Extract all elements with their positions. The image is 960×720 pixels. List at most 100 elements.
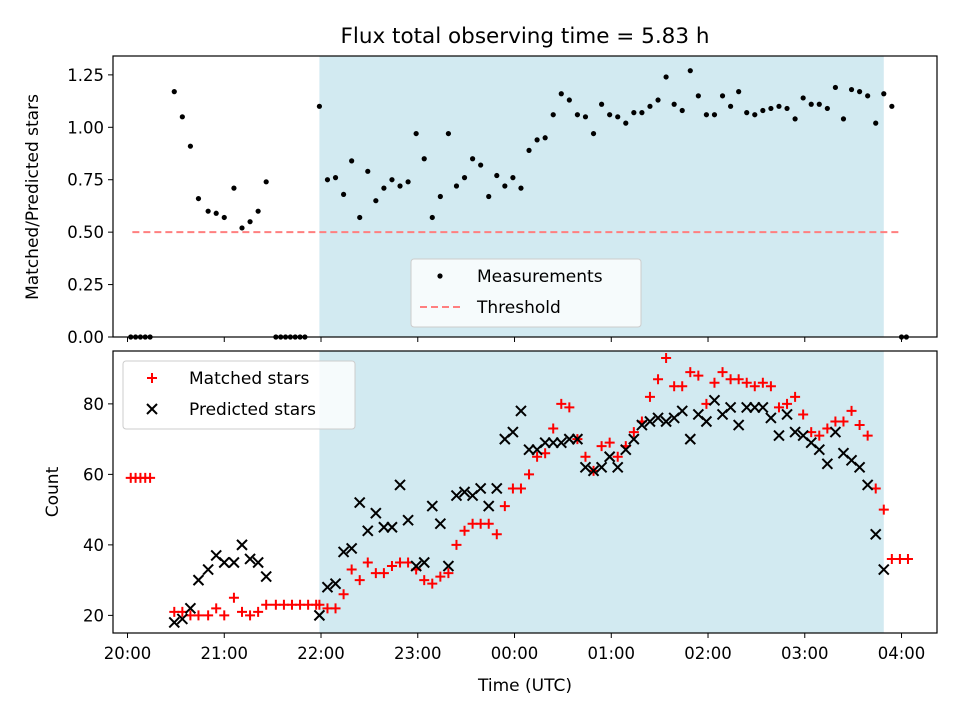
measurements-point xyxy=(478,162,484,168)
matched-stars-point xyxy=(653,374,664,385)
matched-stars-point xyxy=(693,370,704,381)
top-panel: 0.00 0.25 0.50 0.75 1.00 1.25 Matched/Predict… xyxy=(23,55,938,347)
predicted-stars-point xyxy=(652,412,664,424)
matched-stars-point xyxy=(245,610,256,621)
matched-stars-point xyxy=(733,374,744,385)
predicted-stars-point xyxy=(878,563,890,576)
predicted-stars-point xyxy=(515,405,527,417)
bottom-x-axis-label: Time (UTC) xyxy=(477,676,572,696)
measurements-point xyxy=(639,110,645,116)
predicted-stars-point xyxy=(821,458,834,470)
predicted-stars-point xyxy=(434,518,447,530)
measurements-point xyxy=(856,89,863,95)
measurements-point xyxy=(840,116,847,122)
measurements-point xyxy=(550,112,556,118)
measurements-point xyxy=(486,193,492,200)
measurements-point xyxy=(239,225,245,231)
measurements-point xyxy=(421,156,427,162)
measurements-point xyxy=(736,89,742,95)
predicted-stars-point xyxy=(442,560,455,572)
predicted-stars-point xyxy=(402,514,414,526)
measurements-point xyxy=(582,114,589,120)
matched-stars-point xyxy=(362,557,373,568)
predicted-stars-point xyxy=(345,542,358,555)
bottom-axes-frame xyxy=(112,350,938,634)
predicted-stars-point xyxy=(228,556,240,569)
measurements-point xyxy=(590,130,597,137)
measurements-point xyxy=(671,101,677,107)
measurements-point xyxy=(316,103,323,109)
measurements-point xyxy=(800,95,806,101)
predicted-stars-point xyxy=(202,563,214,576)
matched-stars-point xyxy=(524,469,535,480)
measurements-point xyxy=(695,93,701,99)
measurements-point xyxy=(494,172,500,179)
matched-stars-point xyxy=(515,483,526,494)
bottom-series-layer xyxy=(125,353,913,629)
measurements-point xyxy=(598,101,605,107)
measurements-point xyxy=(566,97,572,103)
predicted-stars-point xyxy=(329,577,342,590)
predicted-stars-point xyxy=(595,461,608,474)
matched-stars-point xyxy=(846,405,857,416)
measurements-point xyxy=(687,68,693,74)
predicted-stars-legend-marker xyxy=(146,403,158,415)
measurements-point xyxy=(365,168,371,174)
matched-stars-legend-label: Matched stars xyxy=(189,369,309,389)
bottom-y-tick-label: 20 xyxy=(83,606,104,625)
measurements-point xyxy=(808,101,814,107)
predicted-stars-point xyxy=(218,556,230,569)
bottom-y-tick-label: 80 xyxy=(83,395,104,414)
measurements-point xyxy=(429,214,435,221)
matched-stars-point xyxy=(773,402,784,413)
measurements-point xyxy=(518,185,524,191)
matched-stars-point xyxy=(854,420,865,431)
matched-stars-point xyxy=(211,603,222,614)
predicted-stars-point xyxy=(386,521,398,533)
measurements-point xyxy=(453,183,460,189)
predicted-stars-point xyxy=(260,570,272,583)
predicted-stars-point xyxy=(491,482,503,495)
matched-stars-point xyxy=(354,575,365,586)
measurements-point xyxy=(534,137,540,143)
measurements-point xyxy=(865,93,871,99)
top-y-tick-label: 1.25 xyxy=(67,66,104,85)
matched-stars-point xyxy=(228,592,239,603)
predicted-stars-point xyxy=(700,415,713,428)
top-series-layer xyxy=(128,68,909,340)
predicted-stars-point xyxy=(765,412,777,424)
matched-stars-point xyxy=(378,568,389,579)
bottom-y-tick-label: 40 xyxy=(83,536,104,555)
matched-stars-point xyxy=(451,539,462,550)
measurements-point xyxy=(824,105,830,112)
matched-stars-point xyxy=(427,578,438,589)
predicted-stars-point xyxy=(321,581,334,593)
bottom-legend-box xyxy=(122,360,356,430)
measurements-point xyxy=(340,191,347,198)
measurements-point xyxy=(679,107,685,114)
predicted-stars-point xyxy=(244,553,256,565)
figure-title: Flux total observing time = 5.83 h xyxy=(341,24,710,49)
matched-stars-point xyxy=(709,377,720,388)
predicted-stars-point xyxy=(370,507,382,519)
matched-stars-point xyxy=(814,430,825,441)
measurements-point xyxy=(187,143,194,149)
matched-stars-point xyxy=(717,367,728,378)
predicted-stars-point xyxy=(829,426,842,438)
matched-stars-point xyxy=(499,501,510,512)
predicted-stars-point xyxy=(861,479,874,491)
bottom-panel: 20 40 60 80 20:00 21:00 22:00 23:00 00:00 01:00 0… xyxy=(43,350,938,696)
measurements-point xyxy=(711,112,718,118)
predicted-stars-point xyxy=(579,461,592,474)
measurements-point xyxy=(221,214,227,221)
bottom-y-tick-label: 60 xyxy=(83,465,104,484)
predicted-stars-point xyxy=(870,528,882,541)
threshold-legend-label: Threshold xyxy=(476,298,561,318)
bottom-x-tick-label: 20:00 xyxy=(104,644,152,663)
matched-stars-point xyxy=(580,451,591,462)
predicted-stars-point xyxy=(458,486,471,498)
predicted-stars-point xyxy=(474,482,487,495)
matched-stars-point xyxy=(219,610,230,621)
predicted-stars-point xyxy=(410,560,422,572)
